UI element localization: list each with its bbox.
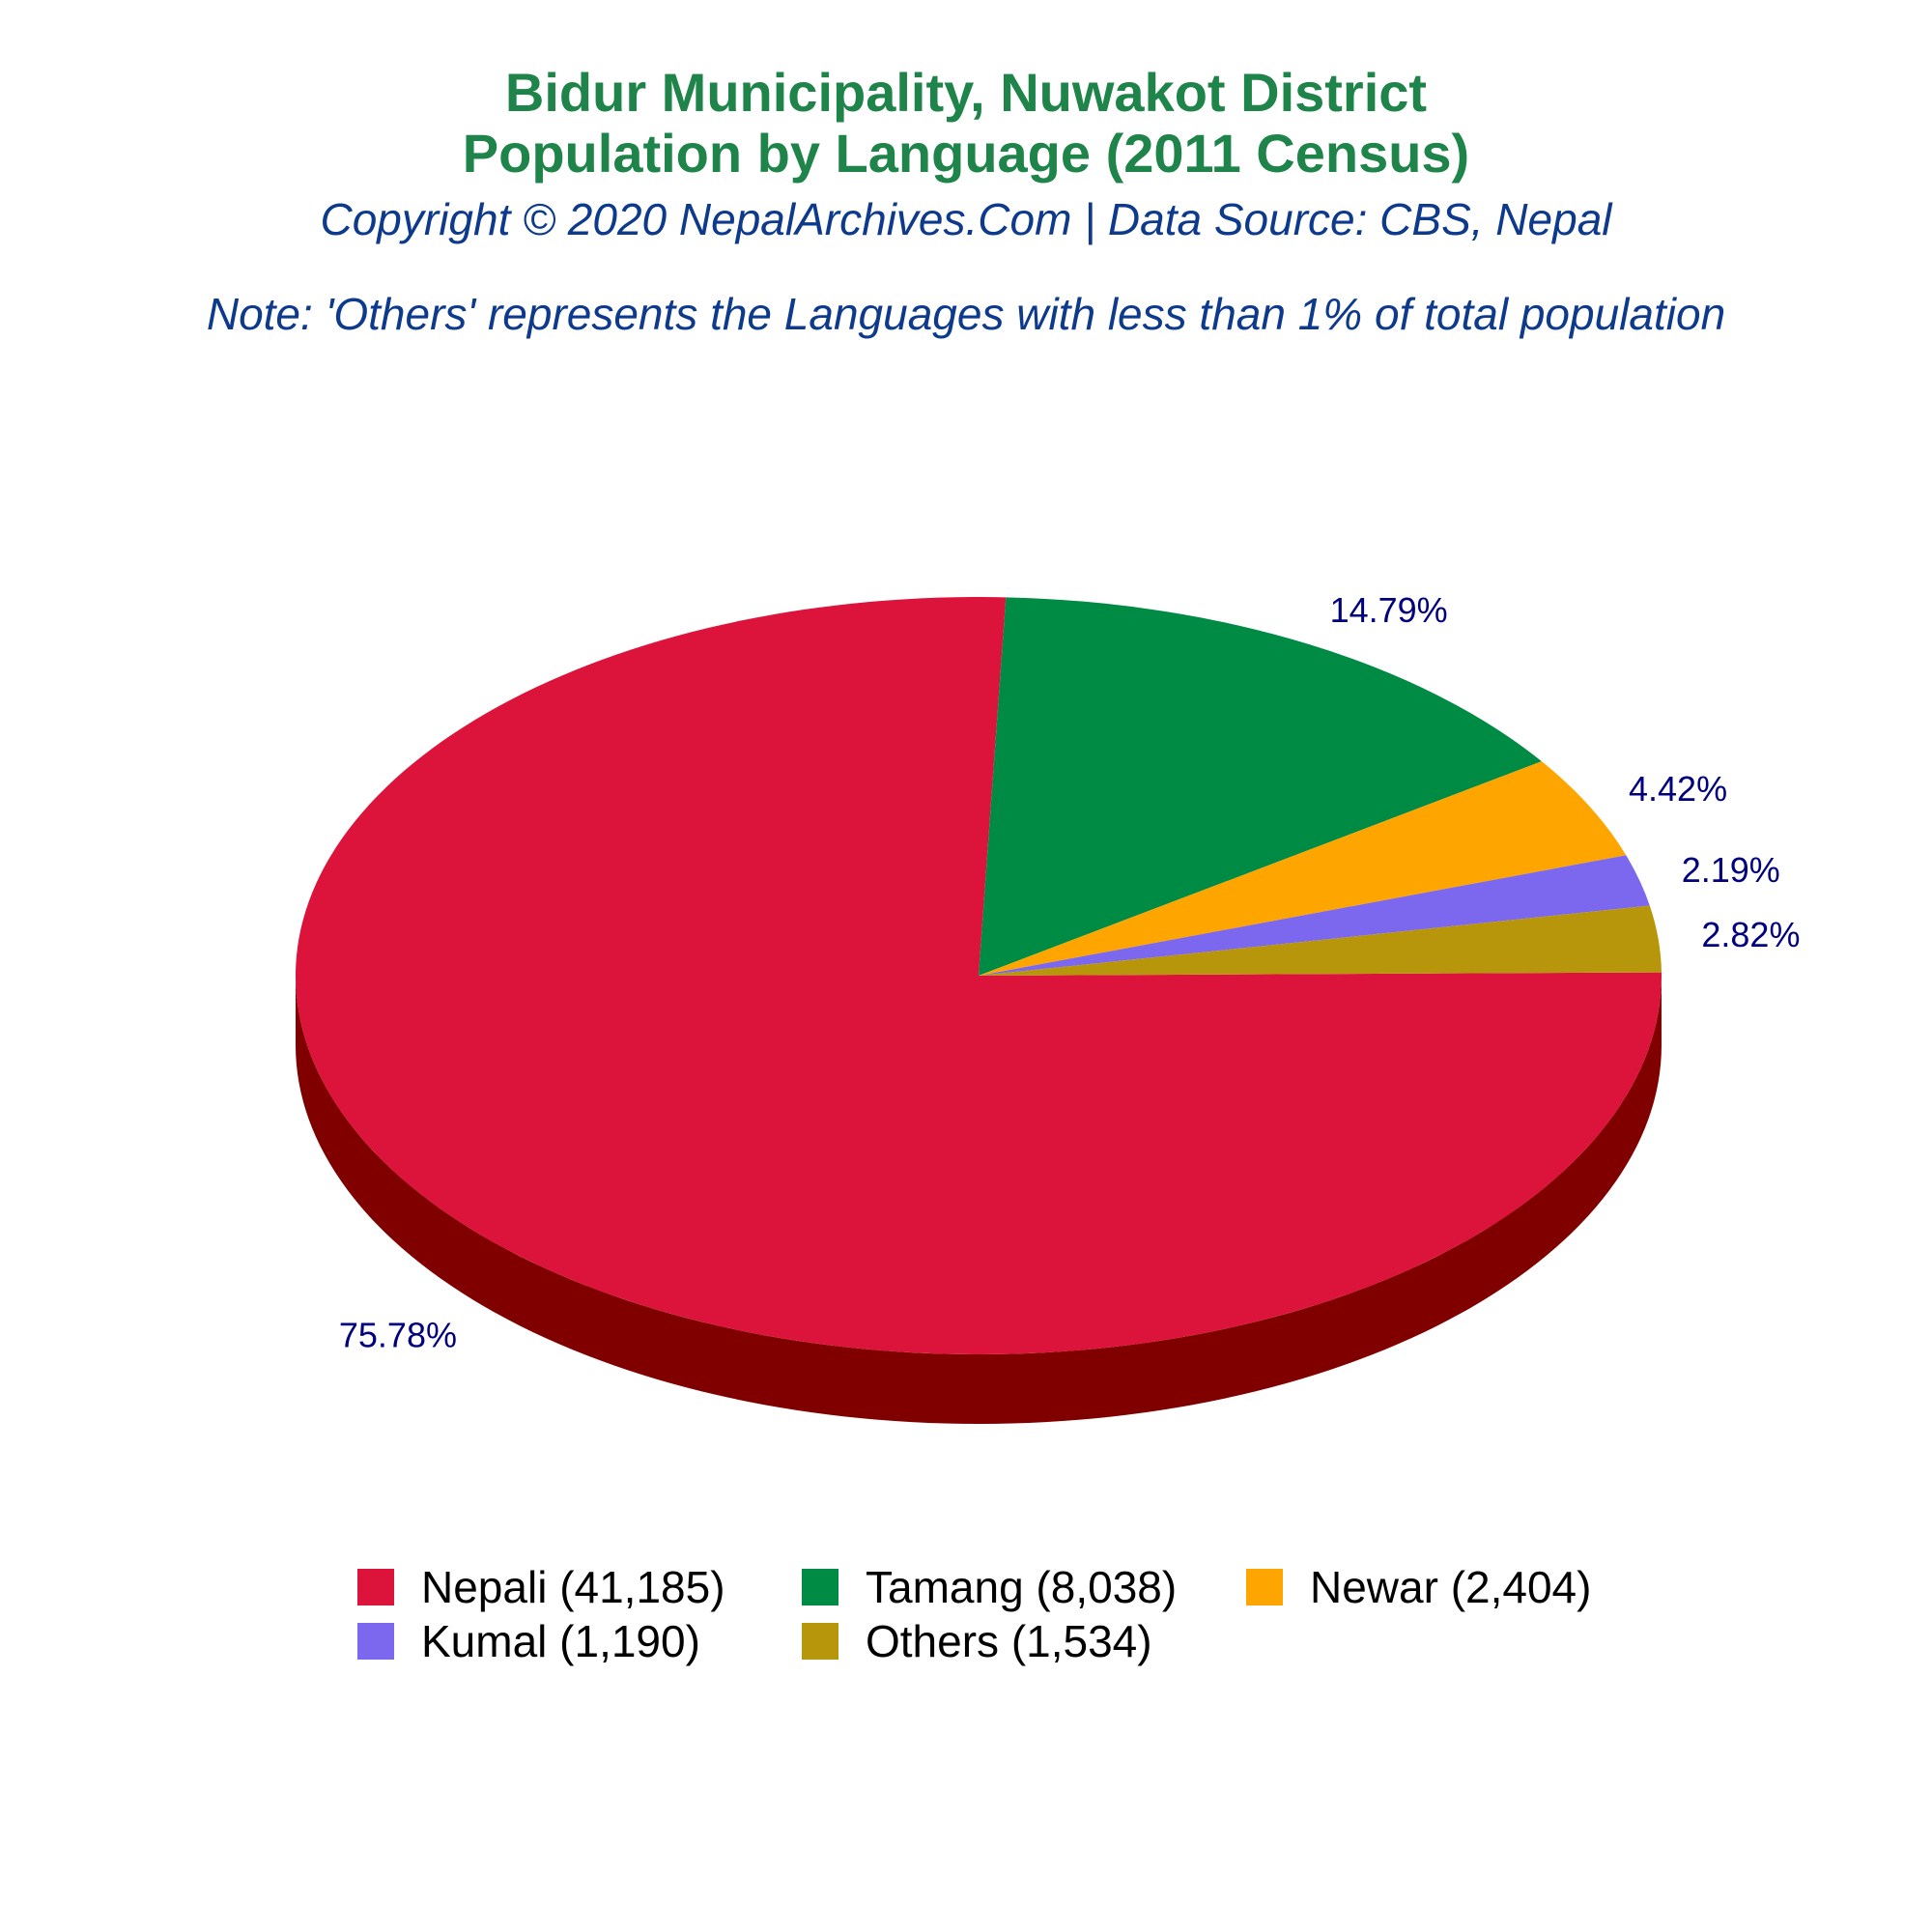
pct-label-newar: 4.42% <box>1629 769 1727 809</box>
pie-slice-kumal <box>979 855 1650 976</box>
legend-item-nepali: Nepali (41,185) <box>357 1561 802 1613</box>
pie-percent-labels: 75.78% 14.79% 4.42% 2.19% 2.82% <box>339 590 1801 1355</box>
legend-swatch-newar <box>1246 1569 1283 1605</box>
legend-swatch-kumal <box>357 1623 394 1660</box>
legend-label-kumal: Kumal (1,190) <box>421 1616 700 1666</box>
legend-item-others: Others (1,534) <box>802 1615 1246 1667</box>
pct-label-kumal: 2.19% <box>1682 850 1780 890</box>
legend-label-nepali: Nepali (41,185) <box>421 1562 725 1612</box>
pie-side-nepali <box>296 976 1662 1424</box>
pie-slice-others <box>979 905 1662 976</box>
copyright-text: Copyright © 2020 NepalArchives.Com | Dat… <box>320 194 1612 244</box>
legend-row-1: Nepali (41,185) Tamang (8,038) Newar (2,… <box>357 1560 1710 1614</box>
chart-title-line1: Bidur Municipality, Nuwakot District <box>504 62 1428 123</box>
pie-slices <box>296 597 1662 1354</box>
note-text: Note: 'Others' represents the Languages … <box>206 289 1726 339</box>
legend: Nepali (41,185) Tamang (8,038) Newar (2,… <box>357 1560 1710 1668</box>
legend-item-kumal: Kumal (1,190) <box>357 1615 802 1667</box>
legend-label-others: Others (1,534) <box>866 1616 1152 1666</box>
pie-slice-tamang <box>979 597 1542 976</box>
legend-row-2: Kumal (1,190) Others (1,534) <box>357 1614 1710 1668</box>
pie-side-walls <box>296 976 1662 1424</box>
pct-label-others: 2.82% <box>1701 915 1800 954</box>
legend-swatch-tamang <box>802 1569 838 1605</box>
legend-item-tamang: Tamang (8,038) <box>802 1561 1246 1613</box>
pct-label-nepali: 75.78% <box>339 1316 457 1355</box>
legend-swatch-nepali <box>357 1569 394 1605</box>
legend-label-tamang: Tamang (8,038) <box>866 1562 1178 1612</box>
legend-swatch-others <box>802 1623 838 1660</box>
pct-label-tamang: 14.79% <box>1330 590 1448 630</box>
legend-label-newar: Newar (2,404) <box>1310 1562 1592 1612</box>
pie-slice-newar <box>979 761 1627 976</box>
chart-title-line2: Population by Language (2011 Census) <box>462 123 1470 184</box>
legend-item-newar: Newar (2,404) <box>1246 1561 1690 1613</box>
